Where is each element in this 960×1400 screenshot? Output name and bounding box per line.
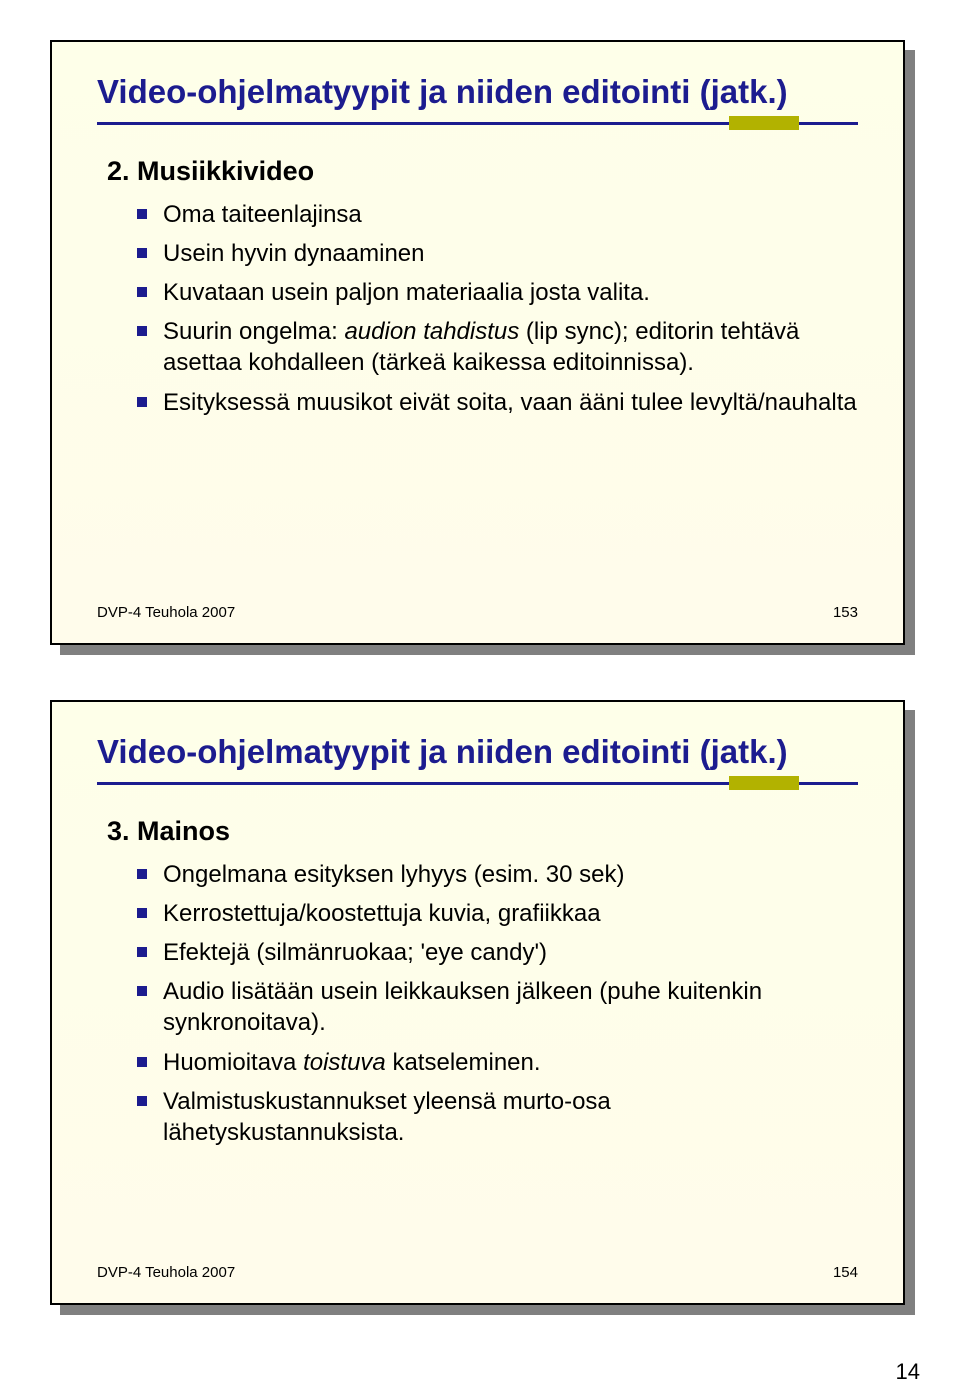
bullet-italic: audion tahdistus xyxy=(344,318,519,345)
title-underline xyxy=(97,120,858,126)
slide-1: Video-ohjelmatyypit ja niiden editointi … xyxy=(50,40,910,650)
bullet-text: Huomioitava xyxy=(163,1049,303,1076)
slide-title: Video-ohjelmatyypit ja niiden editointi … xyxy=(97,72,858,120)
title-underline xyxy=(97,780,858,786)
slide-title: Video-ohjelmatyypit ja niiden editointi … xyxy=(97,732,858,780)
slide-content: 2. Musiikkivideo Oma taiteenlajinsa Usei… xyxy=(97,146,858,418)
slide-body: Video-ohjelmatyypit ja niiden editointi … xyxy=(50,40,905,645)
bullet-text: katseleminen. xyxy=(386,1049,541,1076)
bullet-text: Suurin ongelma: xyxy=(163,318,344,345)
title-block: Video-ohjelmatyypit ja niiden editointi … xyxy=(97,72,858,126)
underline-accent xyxy=(729,776,799,790)
section-heading: 3. Mainos xyxy=(107,816,858,847)
section-heading: 2. Musiikkivideo xyxy=(107,156,858,187)
bullet-item: Usein hyvin dynaaminen xyxy=(137,238,858,269)
bullet-text: Efektejä (silmänruokaa; 'eye candy') xyxy=(163,939,547,966)
bullet-italic: toistuva xyxy=(303,1049,386,1076)
slide-body: Video-ohjelmatyypit ja niiden editointi … xyxy=(50,700,905,1305)
bullet-item: Oma taiteenlajinsa xyxy=(137,199,858,230)
footer-right: 154 xyxy=(833,1264,858,1281)
bullet-text: Usein hyvin dynaaminen xyxy=(163,240,424,267)
bullet-text: Kerrostettuja/koostettuja kuvia, grafiik… xyxy=(163,900,601,927)
footer-left: DVP-4 Teuhola 2007 xyxy=(97,604,235,621)
bullet-item: Esityksessä muusikot eivät soita, vaan ä… xyxy=(137,387,858,418)
bullet-text: Kuvataan usein paljon materiaalia josta … xyxy=(163,279,650,306)
title-block: Video-ohjelmatyypit ja niiden editointi … xyxy=(97,732,858,786)
bullet-list: Ongelmana esityksen lyhyys (esim. 30 sek… xyxy=(107,859,858,1149)
bullet-item: Huomioitava toistuva katseleminen. xyxy=(137,1047,858,1078)
bullet-item: Suurin ongelma: audion tahdistus (lip sy… xyxy=(137,316,858,378)
bullet-item: Audio lisätään usein leikkauksen jälkeen… xyxy=(137,976,858,1038)
bullet-text: Ongelmana esityksen lyhyys (esim. 30 sek… xyxy=(163,861,625,888)
page-number: 14 xyxy=(896,1359,920,1385)
bullet-item: Kuvataan usein paljon materiaalia josta … xyxy=(137,277,858,308)
bullet-text: Valmistuskustannukset yleensä murto-osa … xyxy=(163,1088,611,1146)
bullet-item: Efektejä (silmänruokaa; 'eye candy') xyxy=(137,937,858,968)
underline-accent xyxy=(729,116,799,130)
slide-footer: DVP-4 Teuhola 2007 154 xyxy=(97,1264,858,1281)
footer-left: DVP-4 Teuhola 2007 xyxy=(97,1264,235,1281)
bullet-list: Oma taiteenlajinsa Usein hyvin dynaamine… xyxy=(107,199,858,418)
footer-right: 153 xyxy=(833,604,858,621)
bullet-text: Audio lisätään usein leikkauksen jälkeen… xyxy=(163,978,762,1036)
bullet-item: Ongelmana esityksen lyhyys (esim. 30 sek… xyxy=(137,859,858,890)
bullet-text: Esityksessä muusikot eivät soita, vaan ä… xyxy=(163,389,857,416)
bullet-item: Kerrostettuja/koostettuja kuvia, grafiik… xyxy=(137,898,858,929)
bullet-item: Valmistuskustannukset yleensä murto-osa … xyxy=(137,1086,858,1148)
slide-2: Video-ohjelmatyypit ja niiden editointi … xyxy=(50,700,910,1310)
slide-footer: DVP-4 Teuhola 2007 153 xyxy=(97,604,858,621)
bullet-text: Oma taiteenlajinsa xyxy=(163,201,362,228)
slide-content: 3. Mainos Ongelmana esityksen lyhyys (es… xyxy=(97,806,858,1149)
